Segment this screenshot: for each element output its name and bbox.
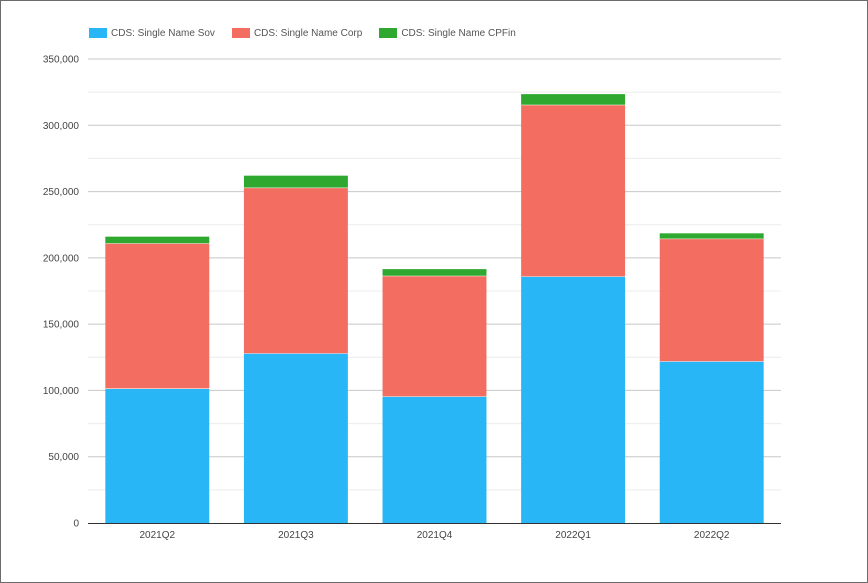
bar-segment bbox=[105, 243, 210, 389]
legend-swatch-sov bbox=[89, 28, 107, 38]
legend-item-corp[interactable]: CDS: Single Name Corp bbox=[231, 27, 363, 39]
legend: CDS: Single Name Sov CDS: Single Name Co… bbox=[89, 26, 533, 40]
bar-segment bbox=[105, 236, 210, 244]
bar-segment bbox=[105, 388, 210, 523]
bar-segment bbox=[659, 361, 764, 523]
legend-label-corp: CDS: Single Name Corp bbox=[253, 27, 363, 39]
bar-segment bbox=[243, 187, 348, 354]
y-tick-label: 0 bbox=[73, 519, 79, 530]
legend-swatch-cpfin bbox=[379, 28, 398, 38]
bar-segment bbox=[659, 233, 764, 239]
legend-item-cpfin[interactable]: CDS: Single Name CPFin bbox=[379, 27, 516, 39]
bar-segment bbox=[521, 276, 626, 523]
legend-label-sov: CDS: Single Name Sov bbox=[111, 27, 215, 39]
y-tick-label: 300,000 bbox=[43, 121, 80, 132]
x-tick-label: 2021Q3 bbox=[278, 530, 314, 541]
bar-segment bbox=[521, 104, 626, 277]
y-tick-label: 150,000 bbox=[43, 320, 80, 331]
legend-item-sov[interactable]: CDS: Single Name Sov bbox=[89, 28, 215, 39]
bar-segment bbox=[382, 396, 487, 523]
bar-segment bbox=[382, 275, 487, 397]
y-tick-label: 200,000 bbox=[43, 253, 80, 264]
y-tick-label: 100,000 bbox=[43, 386, 80, 397]
x-tick-label: 2021Q4 bbox=[417, 530, 453, 541]
bar-segment bbox=[382, 269, 487, 276]
bar-segment bbox=[659, 238, 764, 362]
y-tick-label: 350,000 bbox=[43, 55, 80, 66]
x-tick-label: 2022Q2 bbox=[694, 530, 730, 541]
x-tick-label: 2021Q2 bbox=[140, 530, 176, 541]
x-tick-label: 2022Q1 bbox=[555, 530, 591, 541]
bar-segment bbox=[243, 175, 348, 188]
y-tick-label: 250,000 bbox=[43, 187, 80, 198]
legend-swatch-corp bbox=[231, 28, 250, 38]
bar-segment bbox=[243, 353, 348, 523]
y-tick-label: 50,000 bbox=[48, 452, 79, 463]
bar-segment bbox=[521, 94, 626, 105]
legend-label-cpfin: CDS: Single Name CPFin bbox=[401, 27, 516, 39]
